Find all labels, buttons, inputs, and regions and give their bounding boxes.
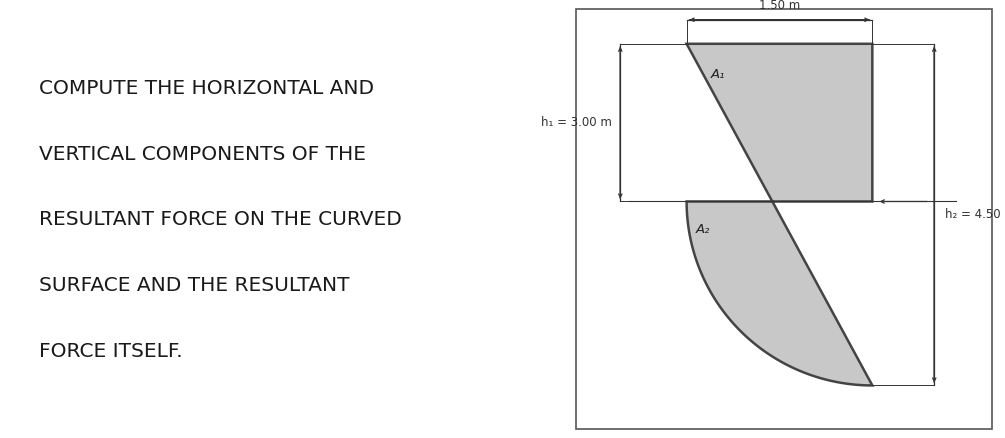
Polygon shape	[686, 44, 872, 385]
Text: COMPUTE THE HORIZONTAL AND: COMPUTE THE HORIZONTAL AND	[39, 79, 375, 98]
Text: h₁ = 3.00 m: h₁ = 3.00 m	[541, 116, 611, 129]
Text: RESULTANT FORCE ON THE CURVED: RESULTANT FORCE ON THE CURVED	[39, 210, 402, 229]
Text: FORCE ITSELF.: FORCE ITSELF.	[39, 342, 183, 360]
Text: SURFACE AND THE RESULTANT: SURFACE AND THE RESULTANT	[39, 276, 350, 295]
Text: A₁: A₁	[711, 68, 726, 81]
Text: VERTICAL COMPONENTS OF THE: VERTICAL COMPONENTS OF THE	[39, 145, 367, 163]
Text: A₂: A₂	[695, 223, 710, 237]
Text: h₂ = 4.50 m: h₂ = 4.50 m	[946, 208, 1005, 221]
Text: 1.50 m: 1.50 m	[759, 0, 800, 12]
